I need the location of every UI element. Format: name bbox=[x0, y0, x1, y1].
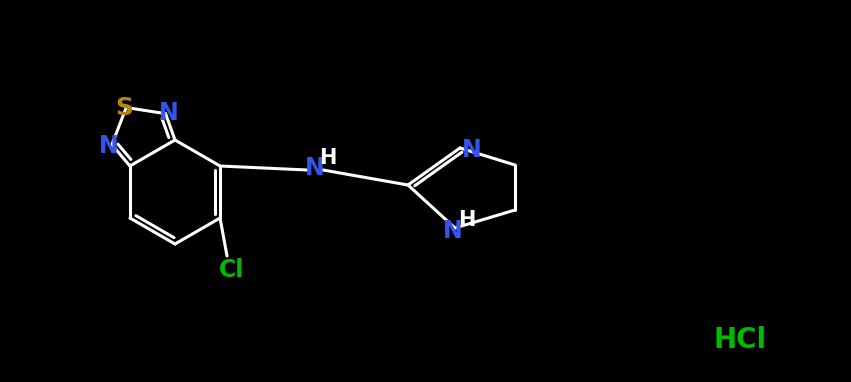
Text: N: N bbox=[443, 219, 463, 243]
Text: Cl: Cl bbox=[220, 258, 245, 282]
Text: H: H bbox=[319, 148, 337, 168]
Text: N: N bbox=[462, 138, 482, 162]
Text: H: H bbox=[459, 210, 476, 230]
Text: N: N bbox=[99, 134, 119, 158]
Text: HCl: HCl bbox=[713, 326, 767, 354]
Text: S: S bbox=[115, 96, 134, 120]
Text: N: N bbox=[306, 156, 325, 180]
Text: N: N bbox=[158, 101, 179, 125]
